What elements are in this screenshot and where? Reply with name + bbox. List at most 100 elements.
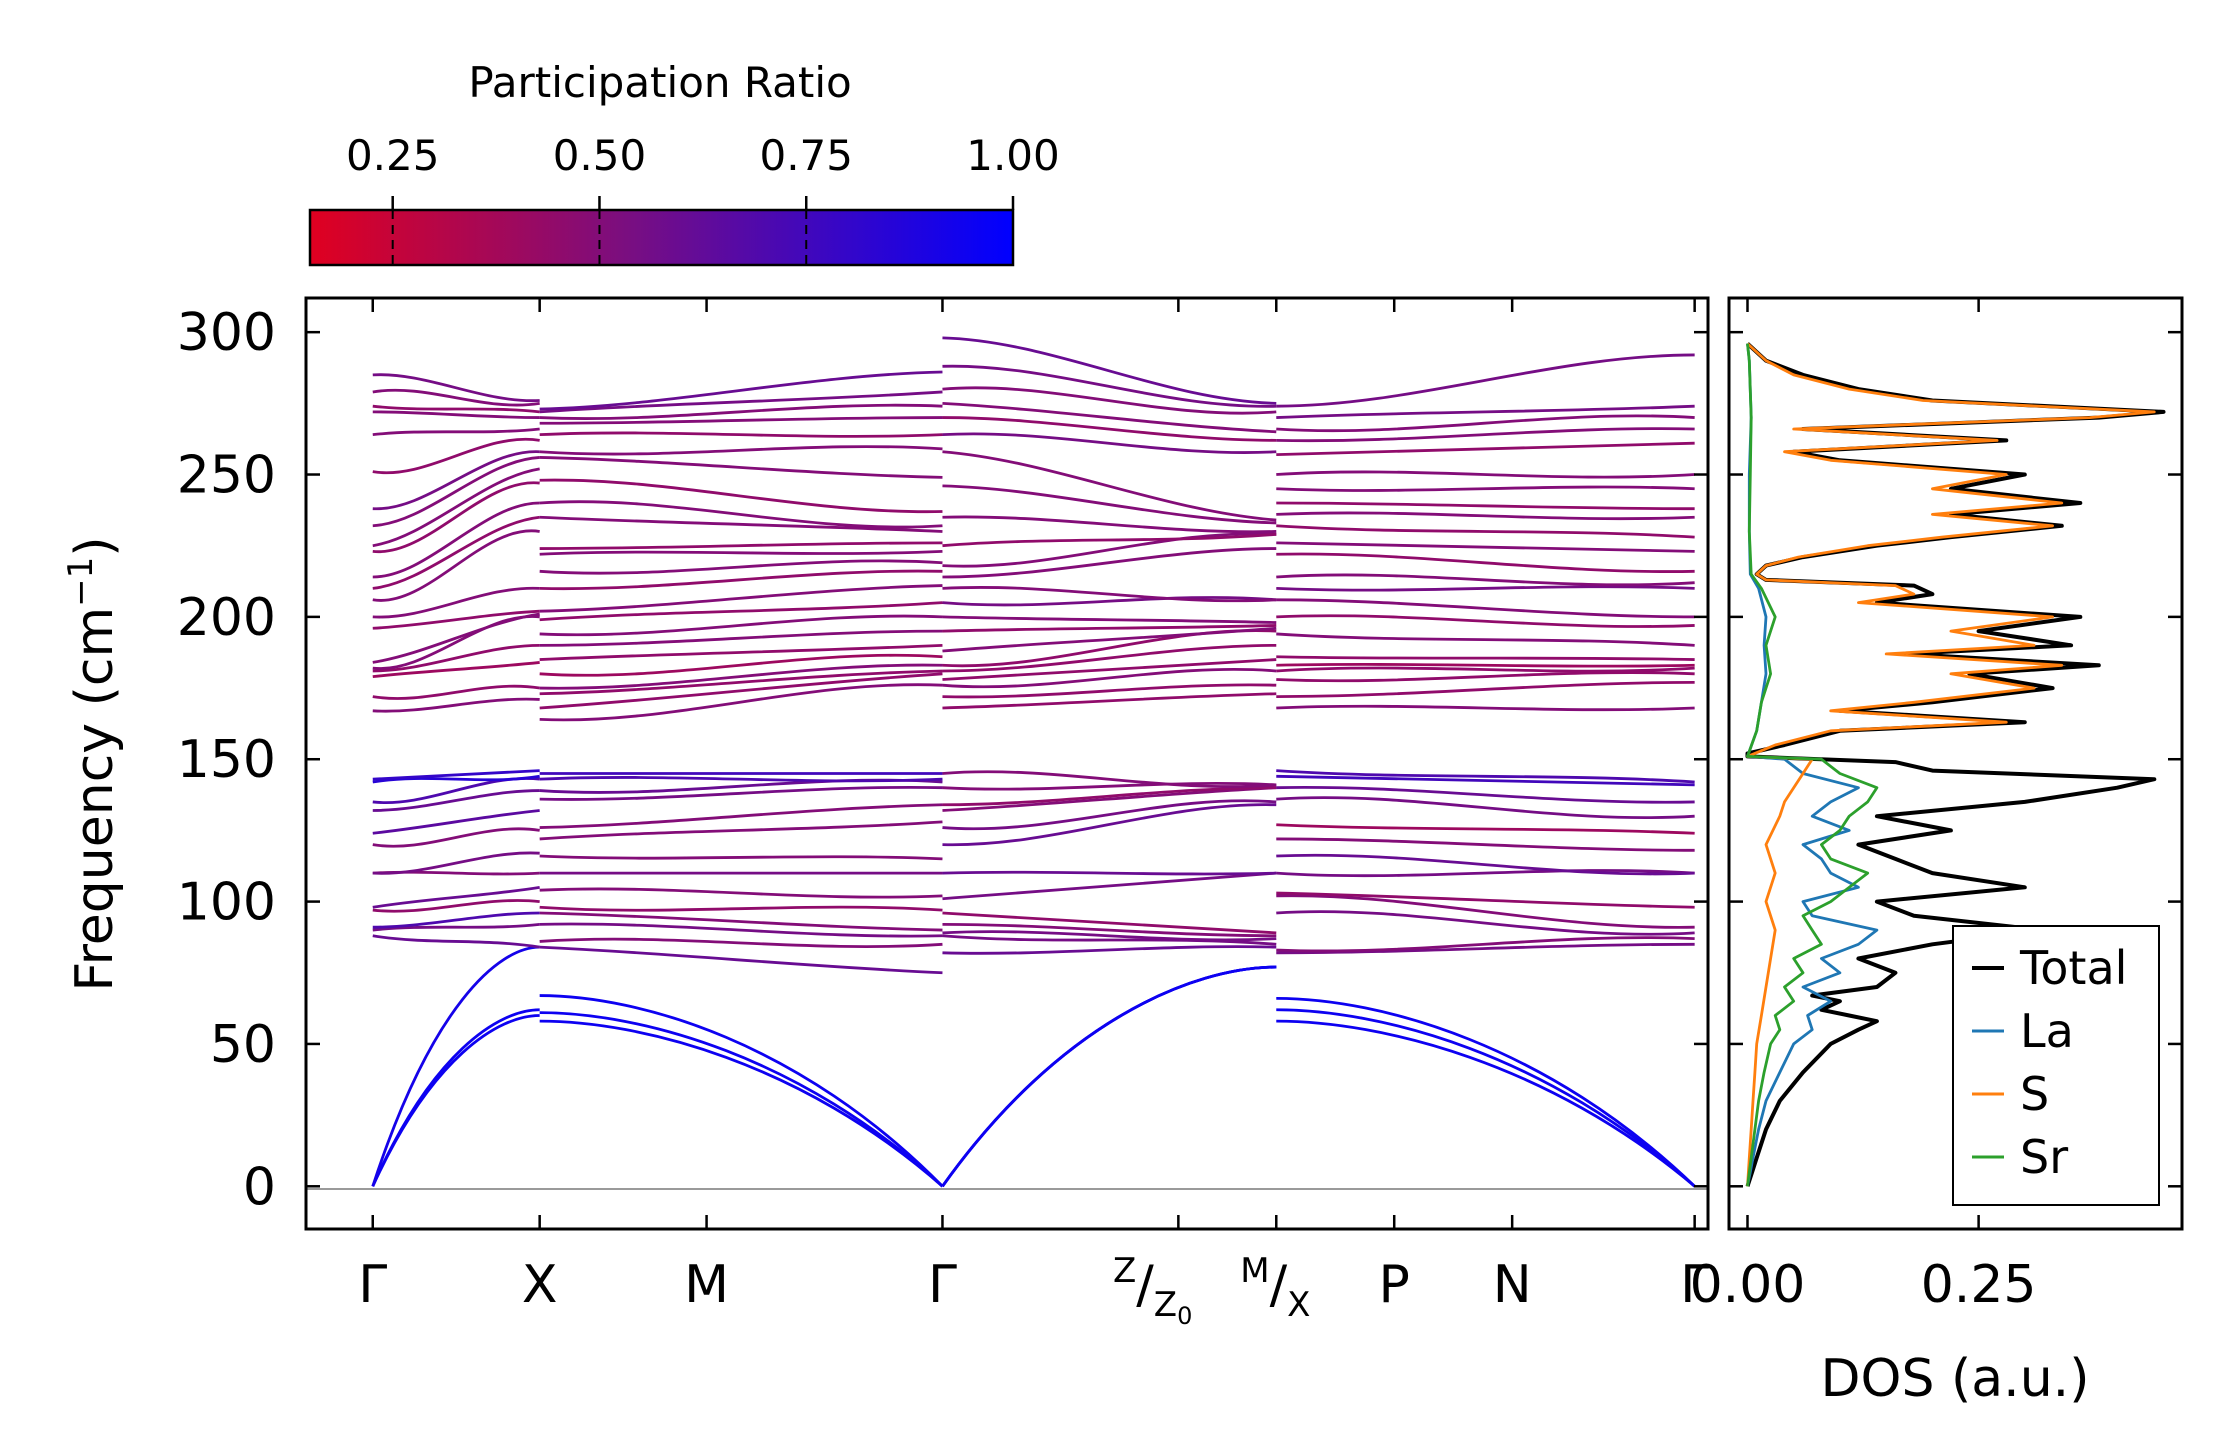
band-line <box>942 624 1277 633</box>
colorbar-tick-label: 0.50 <box>553 131 647 180</box>
x-tick-label: Γ <box>928 1255 957 1315</box>
band-line <box>942 364 1277 408</box>
band-line <box>539 1019 944 1188</box>
label-sup: M <box>1240 1251 1269 1291</box>
label-slash: / <box>1136 1255 1154 1315</box>
band-line <box>1276 996 1696 1188</box>
dos-panel: 0.00 0.25 DOS (a.u.) Total La S Sr <box>1690 296 2184 1409</box>
band-line <box>942 432 1277 454</box>
band-line <box>942 911 1277 935</box>
band-line <box>371 1014 540 1187</box>
band-line <box>539 911 943 932</box>
x-tick-label-z-z0: Z/Z0 <box>1113 1251 1192 1330</box>
legend-label: S <box>2020 1067 2049 1121</box>
band-line <box>372 467 540 548</box>
band-line <box>539 500 943 529</box>
band-line <box>539 663 943 690</box>
band-line <box>1276 655 1695 661</box>
band-line <box>539 559 943 575</box>
band-line <box>1276 853 1695 876</box>
main-axes-frame <box>304 296 1710 1231</box>
band-line <box>942 484 1277 525</box>
dos-axes-frame <box>1727 296 2184 1231</box>
band-line <box>1276 414 1695 433</box>
band-line <box>942 934 1277 946</box>
band-line <box>942 416 1277 442</box>
band-line <box>942 547 1277 579</box>
dos-x-axis-title: DOS (a.u.) <box>1821 1349 2090 1409</box>
band-line <box>539 922 943 938</box>
band-line <box>372 373 540 403</box>
band-line <box>539 937 943 948</box>
band-line <box>539 478 943 514</box>
band-line <box>942 401 1277 434</box>
band-line <box>539 905 943 912</box>
label-sub: X <box>1287 1285 1310 1325</box>
colorbar: Participation Ratio 0.25 0.50 0.75 1.00 <box>308 58 1060 267</box>
dos-x-ticks: 0.00 0.25 <box>1690 298 2037 1315</box>
band-line <box>372 612 540 664</box>
band-line <box>942 692 1277 710</box>
band-line <box>372 586 540 619</box>
band-line <box>942 336 1277 405</box>
x-tick-label-m-x: M/X <box>1240 1251 1310 1325</box>
band-line <box>941 965 1277 1188</box>
band-line <box>372 911 540 929</box>
band-line <box>942 782 1277 791</box>
x-tick-label: P <box>1379 1255 1410 1315</box>
y-tick-label: 250 <box>177 446 276 506</box>
band-line <box>372 615 540 670</box>
y-tick-label: 0 <box>243 1157 276 1217</box>
y-tick-label: 150 <box>177 730 276 790</box>
x-tick-label: Γ <box>358 1255 387 1315</box>
band-line <box>942 668 1277 689</box>
band-line <box>372 684 540 700</box>
band-line <box>1276 704 1695 712</box>
band-line <box>1276 470 1695 479</box>
band-line <box>1276 823 1695 835</box>
colorbar-tick-label: 1.00 <box>966 131 1060 180</box>
label-subsub: 0 <box>1177 1302 1192 1330</box>
band-line <box>372 388 540 407</box>
band-line <box>539 629 943 647</box>
band-line <box>539 515 943 533</box>
band-line <box>1276 769 1695 784</box>
band-line <box>539 431 943 438</box>
band-line <box>942 786 1277 812</box>
band-line <box>1276 441 1695 456</box>
label-sub: Z <box>1154 1285 1177 1325</box>
band-line <box>942 770 1277 788</box>
x-tick-label: X <box>522 1255 558 1315</box>
band-line <box>539 541 943 550</box>
band-line <box>1276 666 1695 673</box>
band-line <box>539 569 943 591</box>
band-line <box>372 809 540 835</box>
dos-y-ticks <box>1729 330 2182 1188</box>
band-line <box>372 404 540 414</box>
band-line <box>942 596 1277 607</box>
colorbar-tick-label: 0.75 <box>759 131 853 180</box>
y-axis-title-main: Frequency (cm <box>65 607 125 992</box>
band-line <box>372 922 540 932</box>
band-line <box>942 386 1277 415</box>
band-line <box>539 614 943 637</box>
band-line <box>942 626 1277 653</box>
phonon-bands <box>371 336 1696 1188</box>
band-line <box>1276 353 1695 408</box>
band-line <box>372 851 540 875</box>
band-line <box>1276 427 1695 443</box>
band-line <box>1276 552 1695 573</box>
y-tick-label: 300 <box>177 303 276 363</box>
band-line <box>372 410 540 419</box>
legend: Total La S Sr <box>1952 925 2160 1206</box>
x-axis-ticks: Γ X M Γ Z/Z0M/X P N Γ <box>358 298 1709 1330</box>
band-line <box>372 899 540 913</box>
band-line <box>1276 1008 1696 1188</box>
y-axis-title: Frequency (cm−1) <box>61 536 125 991</box>
band-line <box>941 965 1277 1188</box>
band-line <box>942 786 1277 807</box>
band-line <box>1276 942 1695 955</box>
y-tick-label: 200 <box>177 588 276 648</box>
y-axis-ticks: 0 50 100 150 200 250 300 <box>177 303 1708 1217</box>
legend-label: Total <box>2019 941 2127 995</box>
